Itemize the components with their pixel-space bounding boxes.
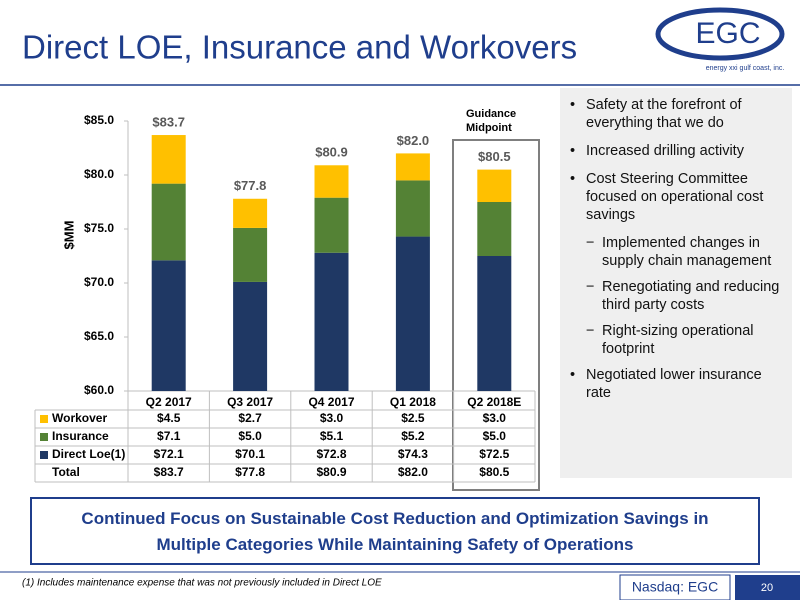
table-cell: $5.1 — [320, 429, 344, 443]
annotation: Guidance Midpoint — [466, 108, 517, 134]
bar-segment — [477, 169, 512, 202]
bar-segment — [477, 202, 512, 256]
table-cell: $82.0 — [398, 465, 428, 479]
sub-bullet: Renegotiating and reducing third party c… — [568, 278, 782, 314]
bullet: Negotiated lower insurance rate — [568, 366, 782, 402]
table-cell: $2.7 — [238, 411, 262, 425]
sub-bullet: Implemented changes in supply chain mana… — [568, 234, 782, 270]
bar-segment — [395, 153, 430, 181]
bar-segment — [395, 180, 430, 237]
total-label: $80.9 — [315, 145, 348, 160]
tagline: energy xxi gulf coast, inc. — [706, 65, 785, 72]
footnote: (1) Includes maintenance expense that wa… — [22, 578, 382, 589]
legend-swatch — [40, 415, 48, 423]
bullet: Cost Steering Committee focused on opera… — [568, 170, 782, 224]
total-row-label: Total — [52, 465, 80, 479]
bar-segment — [314, 165, 349, 198]
y-tick-label: $70.0 — [84, 275, 114, 289]
logo: EGC — [695, 17, 760, 50]
table-cell: $83.7 — [154, 465, 184, 479]
table-cell: $72.8 — [316, 447, 346, 461]
legend-label: Direct Loe(1) — [52, 447, 125, 461]
slide-title: Direct LOE, Insurance and Workovers — [22, 29, 577, 66]
page-box — [735, 575, 800, 600]
x-tick-label: Q2 2018E — [467, 395, 521, 409]
table-cell: $77.8 — [235, 465, 265, 479]
sub-bullet: Right-sizing operational footprint — [568, 322, 782, 358]
guidance-box — [452, 139, 540, 491]
y-tick-label: $80.0 — [84, 167, 114, 181]
x-tick-label: Q4 2017 — [308, 395, 354, 409]
bar-segment — [314, 252, 349, 391]
bar-segment — [477, 256, 512, 391]
total-label: $82.0 — [397, 133, 430, 148]
table-cell: $74.3 — [398, 447, 428, 461]
total-label: $77.8 — [234, 178, 267, 193]
table-cell: $5.2 — [401, 429, 425, 443]
table-cell: $72.1 — [154, 447, 184, 461]
bar-segment — [395, 236, 430, 391]
y-tick-label: $60.0 — [84, 383, 114, 397]
table-cell: $70.1 — [235, 447, 265, 461]
table-cell: $5.0 — [483, 429, 507, 443]
table-cell: $72.5 — [479, 447, 509, 461]
ticker-box — [619, 574, 731, 600]
bullet: Safety at the forefront of everything th… — [568, 96, 782, 132]
bar-segment — [233, 227, 268, 282]
total-label: $80.5 — [478, 149, 511, 164]
page-number: 20 — [761, 582, 773, 594]
x-tick-label: Q3 2017 — [227, 395, 273, 409]
x-tick-label: Q1 2018 — [390, 395, 436, 409]
table-cell: $80.9 — [316, 465, 346, 479]
bar-segment — [151, 135, 186, 184]
bar-segment — [314, 197, 349, 253]
y-tick-label: $65.0 — [84, 329, 114, 343]
ticker: Nasdaq: EGC — [632, 579, 718, 595]
y-tick-label: $75.0 — [84, 221, 114, 235]
total-label: $83.7 — [152, 114, 185, 129]
logo-swoosh — [655, 7, 785, 61]
y-axis-title: $MM — [61, 221, 76, 250]
callout: Continued Focus on Sustainable Cost Redu… — [30, 497, 760, 565]
y-tick-label: $85.0 — [84, 113, 114, 127]
table-cell: $3.0 — [320, 411, 344, 425]
table-cell: $3.0 — [483, 411, 507, 425]
bar-segment — [151, 260, 186, 391]
table-cell: $4.5 — [157, 411, 181, 425]
legend-swatch — [40, 451, 48, 459]
bar-segment — [233, 281, 268, 391]
bullet: Increased drilling activity — [568, 142, 782, 160]
bullet-panel: Safety at the forefront of everything th… — [560, 88, 792, 478]
table-cell: $7.1 — [157, 429, 181, 443]
legend-swatch — [40, 433, 48, 441]
table-cell: $80.5 — [479, 465, 509, 479]
table-cell: $2.5 — [401, 411, 425, 425]
bar-segment — [151, 183, 186, 261]
bar-segment — [233, 198, 268, 228]
legend-label: Workover — [52, 411, 107, 425]
x-tick-label: Q2 2017 — [146, 395, 192, 409]
legend-label: Insurance — [52, 429, 109, 443]
table-cell: $5.0 — [238, 429, 262, 443]
